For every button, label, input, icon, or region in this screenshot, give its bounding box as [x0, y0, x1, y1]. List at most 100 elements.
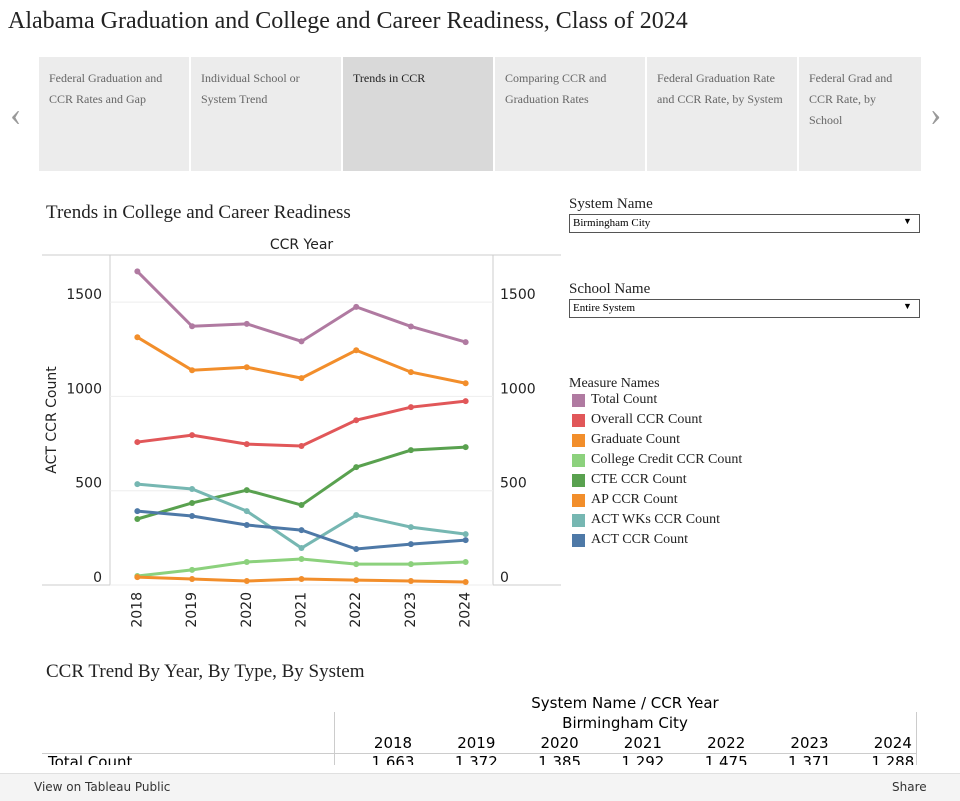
table-cell: 1,372 — [454, 753, 498, 765]
column-header: 2022 — [707, 734, 746, 752]
tab[interactable]: Trends in CCR — [343, 57, 493, 171]
table-cell: 1,385 — [538, 753, 582, 765]
tableau-link[interactable]: View on Tableau Public — [34, 780, 171, 794]
data-point — [407, 447, 414, 454]
data-point — [134, 481, 141, 488]
table-cell: 1,663 — [371, 753, 415, 765]
legend-swatch — [572, 474, 585, 487]
chart: CCR Year ACT CCR Count 0 0 500 500 1000 1000 150… — [42, 237, 561, 628]
data-point — [298, 502, 305, 509]
data-point — [243, 508, 250, 515]
x-tick-label: 2018 — [129, 592, 145, 628]
table-title: CCR Trend By Year, By Type, By System — [46, 661, 365, 682]
legend-title: Measure Names — [569, 376, 660, 391]
legend-label: College Credit CCR Count — [591, 452, 743, 467]
x-tick-label: 2020 — [239, 592, 255, 628]
filter-label: System Name — [569, 196, 653, 212]
y2-tick-label: 1000 — [500, 381, 536, 397]
data-point — [407, 524, 414, 531]
column-header: 2019 — [457, 734, 496, 752]
data-point — [462, 339, 469, 346]
share-button[interactable]: Share — [892, 780, 927, 794]
next-arrow[interactable]: › — [930, 96, 942, 133]
data-point — [407, 541, 414, 548]
x-tick-label: 2019 — [184, 592, 200, 628]
data-point — [189, 566, 196, 573]
x-axis-title: CCR Year — [270, 237, 334, 253]
data-point — [189, 499, 196, 506]
x-tick-label: 2024 — [458, 592, 474, 628]
y-tick-label: 1000 — [66, 381, 102, 397]
legend-swatch — [572, 394, 585, 407]
tab[interactable]: Federal Graduation Rate and CCR Rate, by… — [647, 57, 797, 171]
data-point — [243, 320, 250, 327]
legend-swatch — [572, 514, 585, 527]
dropdown-arrow[interactable]: ▼ — [903, 216, 912, 226]
column-header: 2023 — [790, 734, 829, 752]
row-header: Total Count — [48, 753, 133, 765]
data-point — [134, 268, 141, 275]
tab[interactable]: Federal Grad and CCR Rate, by School — [799, 57, 921, 171]
data-point — [243, 522, 250, 529]
y-tick-label: 1500 — [66, 287, 102, 303]
table-divider — [916, 712, 917, 765]
legend-label: ACT CCR Count — [591, 532, 688, 547]
data-point — [189, 512, 196, 519]
filter-label: School Name — [569, 281, 651, 297]
data-point — [353, 417, 360, 424]
legend-swatch — [572, 534, 585, 547]
table-divider — [334, 712, 335, 765]
series-line — [136, 270, 467, 344]
data-point — [462, 578, 469, 585]
data-point — [189, 323, 196, 330]
data-point — [353, 577, 360, 584]
data-point — [243, 487, 250, 494]
data-point — [243, 441, 250, 448]
data-point — [353, 545, 360, 552]
data-point — [462, 537, 469, 544]
table-cell: 1,371 — [788, 753, 831, 765]
data-point — [298, 575, 305, 582]
data-point — [298, 527, 305, 534]
filter-dropdown[interactable]: Entire System — [569, 299, 920, 318]
data-point — [134, 439, 141, 446]
legend-swatch — [572, 434, 585, 447]
data-point — [243, 578, 250, 585]
y2-tick-label: 0 — [500, 570, 509, 586]
legend-label: CTE CCR Count — [591, 472, 687, 487]
data-point — [407, 404, 414, 411]
tab[interactable]: Comparing CCR and Graduation Rates — [495, 57, 645, 171]
data-point — [353, 512, 360, 519]
column-header: 2018 — [373, 734, 413, 752]
y-tick-label: 0 — [93, 570, 102, 586]
data-point — [353, 347, 360, 354]
crosstab: System Name / CCR Year Birmingham City 201… — [0, 690, 960, 765]
y-tick-label: 500 — [75, 476, 102, 492]
data-point — [462, 398, 469, 405]
toolbar: View on Tableau Public Share — [0, 773, 960, 801]
data-point — [407, 578, 414, 585]
data-point — [189, 575, 196, 582]
data-point — [462, 558, 469, 565]
data-point — [462, 380, 469, 387]
data-point — [353, 561, 360, 568]
data-point — [189, 367, 196, 374]
column-header: 2020 — [540, 734, 579, 752]
tab[interactable]: Federal Graduation and CCR Rates and Gap — [39, 57, 189, 171]
data-point — [243, 364, 250, 371]
data-point — [353, 464, 360, 471]
dropdown-arrow[interactable]: ▼ — [903, 301, 912, 311]
data-point — [462, 444, 469, 451]
tab[interactable]: Individual School or System Trend — [191, 57, 341, 171]
data-point — [189, 486, 196, 493]
data-point — [298, 375, 305, 382]
data-point — [353, 303, 360, 310]
prev-arrow[interactable]: ‹ — [10, 96, 22, 133]
filter-dropdown[interactable]: Birmingham City — [569, 214, 920, 233]
table-system: Birmingham City — [562, 714, 688, 732]
legend-swatch — [572, 414, 585, 427]
data-point — [134, 334, 141, 341]
series-line — [137, 399, 466, 448]
y-axis-title: ACT CCR Count — [44, 366, 60, 474]
